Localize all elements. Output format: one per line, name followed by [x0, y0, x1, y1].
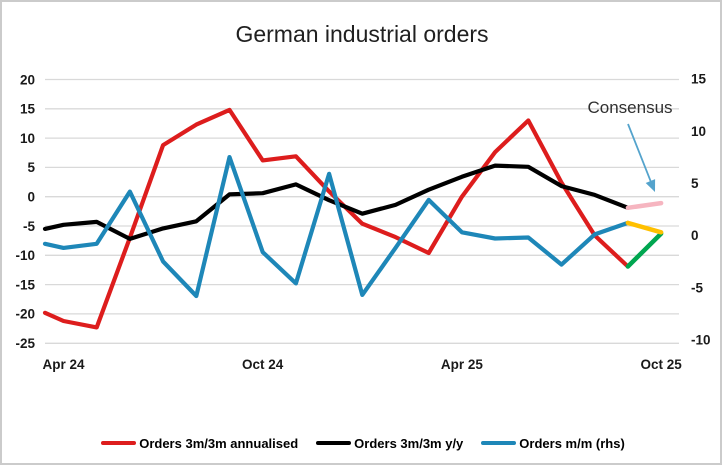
legend-item: Orders 3m/3m annualised [101, 436, 298, 451]
y-axis-left-tick: 10 [20, 131, 35, 146]
legend-label: Orders 3m/3m annualised [139, 435, 299, 451]
y-axis-left-tick: -20 [15, 307, 35, 322]
consensus-arrow-icon [627, 123, 656, 192]
consensus-segment-orders-3m-3m-annualised [625, 231, 664, 269]
consensus-arrow-line [627, 123, 652, 183]
x-axis-label: Apr 24 [42, 357, 85, 372]
y-axis-left-tick: 0 [27, 190, 35, 205]
chart-title: German industrial orders [235, 21, 488, 47]
y-axis-right-tick: -10 [691, 333, 711, 348]
y-axis-right-tick: 10 [691, 124, 706, 139]
series-line-orders-3m-3m-y-y [42, 163, 631, 241]
legend-swatch [101, 440, 137, 446]
y-axis-left-tick: -25 [15, 336, 35, 351]
axis-ticks: 20 15 10 5 0 -5 -10 -15 -20 -25 15 10 5 0 -5 -10 Apr 24 O… [15, 72, 710, 372]
y-axis-right-tick: 5 [691, 176, 699, 191]
consensus-segments [625, 200, 664, 269]
y-axis-left-tick: 15 [20, 102, 36, 117]
y-axis-right-tick: 15 [691, 72, 707, 87]
series-line-orders-3m-3m-annualised [42, 107, 631, 330]
consensus-arrow-head [645, 179, 656, 192]
legend-swatch [481, 440, 517, 446]
x-axis-label: Oct 24 [242, 357, 284, 372]
consensus-label: Consensus [587, 98, 672, 117]
y-axis-left-tick: 5 [27, 160, 35, 175]
gridlines [45, 78, 679, 344]
chart-legend: Orders 3m/3m annualised Orders 3m/3m y/y O… [2, 430, 722, 456]
y-axis-right-tick: 0 [691, 228, 699, 243]
orders-chart: German industrial orders 20 15 10 5 0 -5 -10 -1… [15, 21, 710, 372]
series-lines [42, 107, 631, 330]
legend-swatch [316, 440, 352, 446]
y-axis-left-tick: -15 [15, 277, 35, 292]
legend-item: Orders 3m/3m y/y [316, 436, 463, 451]
y-axis-left-tick: -10 [15, 248, 35, 263]
legend-label: Orders m/m (rhs) [519, 435, 625, 451]
x-axis-label: Apr 25 [441, 357, 484, 372]
series-line-orders-m-m-rhs- [42, 155, 631, 299]
legend-label: Orders 3m/3m y/y [354, 435, 464, 451]
legend-item: Orders m/m (rhs) [481, 435, 625, 451]
x-axis-label: Oct 25 [640, 357, 682, 372]
y-axis-left-tick: 20 [20, 72, 35, 87]
consensus-segment-orders-3m-3m-y-y [625, 200, 664, 211]
y-axis-left-tick: -5 [23, 219, 35, 234]
y-axis-right-tick: -5 [691, 280, 703, 295]
consensus-segment-orders-m-m-rhs- [625, 220, 664, 235]
